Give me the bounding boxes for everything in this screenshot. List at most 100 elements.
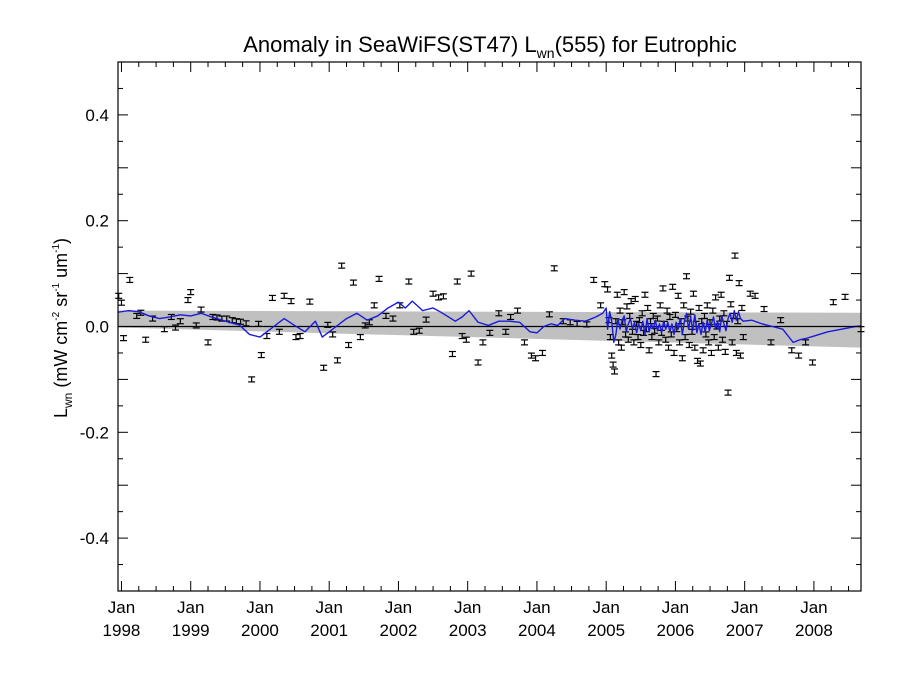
data-point — [712, 294, 720, 301]
data-point — [422, 316, 430, 323]
x-tick-month-label: Jan — [800, 598, 827, 617]
data-point — [597, 302, 605, 309]
data-point — [192, 322, 200, 329]
data-point — [696, 360, 704, 367]
data-point — [732, 349, 740, 357]
data-point — [671, 311, 679, 318]
data-point — [545, 311, 553, 318]
data-point — [719, 336, 727, 343]
data-point — [204, 339, 212, 346]
data-point — [777, 317, 785, 324]
data-point — [656, 302, 664, 309]
data-point — [717, 291, 725, 298]
data-point — [462, 336, 470, 343]
data-point — [429, 290, 437, 297]
data-point — [788, 347, 796, 354]
data-point — [829, 299, 837, 306]
data-point — [631, 295, 639, 303]
ylabel-exp3: -1 — [51, 244, 62, 253]
x-tick-year-label: 2001 — [310, 621, 348, 640]
data-point — [176, 318, 184, 325]
data-point — [683, 273, 691, 280]
data-point — [767, 339, 775, 346]
x-tick-year-label: 2007 — [726, 621, 764, 640]
chart-title-prefix: Anomaly in SeaWiFS(ST47) L — [243, 32, 536, 57]
chart-title: Anomaly in SeaWiFS(ST47) Lwn(555) for Eu… — [243, 32, 737, 61]
data-point — [609, 361, 617, 368]
running-mean-series — [117, 300, 862, 344]
data-point — [435, 294, 443, 301]
x-tick-month-label: Jan — [385, 598, 412, 617]
data-point — [702, 331, 710, 338]
data-point — [735, 280, 743, 287]
data-point — [458, 332, 466, 340]
data-point — [410, 328, 418, 335]
data-point — [678, 355, 686, 362]
data-point — [634, 333, 642, 341]
data-point — [655, 339, 663, 346]
y-tick-label: 0.4 — [85, 106, 109, 125]
data-point — [160, 326, 168, 333]
data-point — [687, 308, 695, 315]
data-point — [197, 306, 205, 313]
data-point — [714, 344, 722, 351]
y-tick-label: -0.2 — [80, 423, 109, 442]
x-tick-year-label: 2008 — [795, 621, 833, 640]
data-point — [474, 359, 482, 366]
data-point — [275, 328, 283, 335]
data-point — [659, 285, 667, 292]
data-point — [280, 292, 288, 299]
data-point — [405, 278, 413, 285]
x-ticks: Jan 1998 Jan 1999 Jan 2000 Jan 2001 Jan 2002 Jan 20… — [103, 62, 850, 640]
data-point — [613, 291, 621, 298]
x-tick-month-label: Jan — [662, 598, 689, 617]
data-point — [296, 332, 304, 340]
y-ticks: -0.4 -0.2 0.0 0.2 0.4 — [80, 61, 861, 592]
ylabel-l: L — [51, 408, 71, 418]
y-tick-label: 0.2 — [85, 212, 109, 231]
data-point — [479, 339, 487, 346]
data-point — [663, 307, 671, 314]
data-point — [538, 349, 546, 357]
data-point — [257, 351, 265, 359]
data-point — [666, 313, 674, 321]
data-point — [255, 320, 263, 327]
data-point — [680, 302, 688, 309]
data-point — [527, 352, 535, 359]
data-point — [670, 349, 678, 357]
data-point — [514, 307, 522, 314]
data-point — [382, 312, 390, 320]
data-point — [644, 304, 652, 312]
x-tick-year-label: 2004 — [518, 621, 556, 640]
uncertainty-band-area — [118, 310, 861, 348]
data-point — [507, 313, 515, 321]
data-point — [115, 292, 123, 299]
data-point — [608, 352, 616, 359]
data-point — [635, 317, 643, 324]
data-point — [486, 329, 494, 336]
x-tick-month-label: Jan — [523, 598, 550, 617]
x-tick-month-label: Jan — [315, 598, 342, 617]
data-point — [725, 274, 733, 281]
x-tick-month-label: Jan — [731, 598, 758, 617]
data-point — [415, 327, 423, 334]
data-point — [728, 339, 736, 346]
data-point — [583, 321, 591, 328]
data-point — [329, 331, 337, 338]
data-point — [453, 278, 461, 285]
data-point — [320, 364, 328, 371]
data-point — [669, 283, 677, 290]
data-point — [809, 359, 817, 366]
data-point — [268, 294, 276, 302]
data-point — [287, 298, 295, 305]
data-point — [802, 339, 810, 346]
data-point — [126, 276, 134, 284]
ylabel-sr: sr — [51, 292, 71, 312]
data-point — [699, 347, 707, 354]
data-point — [689, 290, 697, 297]
data-point — [695, 304, 703, 312]
data-point — [685, 341, 693, 349]
data-point — [731, 252, 739, 259]
data-point — [795, 352, 803, 359]
ylabel-exp2: -1 — [51, 282, 62, 291]
